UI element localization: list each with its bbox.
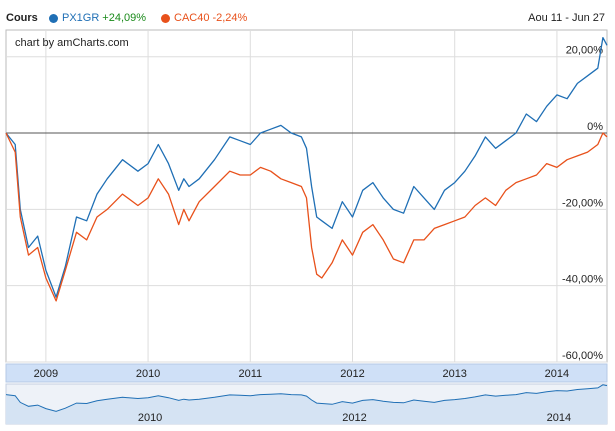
series-line-cac40: [5, 132, 608, 302]
navigator-area: [6, 384, 607, 424]
plot-area: [5, 29, 608, 363]
chart-credit: chart by amCharts.com: [15, 37, 129, 49]
navigator-tick-label: 2012: [342, 412, 366, 424]
legend-change-cac40: -2,24%: [212, 12, 248, 24]
navigator-tick-label: 2010: [138, 412, 162, 424]
date-range: Aou 11 - Jun 27: [528, 12, 605, 24]
x-tick-label: 2013: [442, 368, 466, 380]
x-tick-label: 2014: [545, 368, 569, 380]
y-tick-label: -60,00%: [562, 350, 603, 362]
chart-title: Cours: [6, 12, 38, 24]
chart-header: Cours PX1GR +24,09% CAC40 -2,24% Aou 11 …: [0, 0, 615, 30]
x-tick-label: 2011: [238, 368, 262, 380]
y-tick-label: -40,00%: [562, 274, 603, 286]
y-tick-label: 0%: [587, 121, 603, 133]
legend-label-cac40: CAC40: [174, 12, 210, 24]
navigator-line: [5, 384, 608, 412]
y-tick-label: -20,00%: [562, 197, 603, 209]
legend-item-px1gr[interactable]: PX1GR +24,09%: [49, 12, 146, 24]
legend-item-cac40[interactable]: CAC40 -2,24%: [161, 12, 247, 24]
legend-marker-cac40: [161, 13, 170, 23]
navigator-tick-label: 2014: [547, 412, 571, 424]
legend-label-px1gr: PX1GR: [62, 12, 100, 24]
x-axis-band: [5, 363, 608, 383]
legend-marker-px1gr: [49, 13, 58, 23]
x-tick-label: 2010: [136, 368, 160, 380]
y-tick-label: 20,00%: [566, 45, 604, 57]
legend-change-px1gr: +24,09%: [102, 12, 147, 24]
x-tick-label: 2012: [340, 368, 364, 380]
series-line-px1gr: [5, 36, 608, 298]
x-tick-label: 2009: [34, 368, 58, 380]
